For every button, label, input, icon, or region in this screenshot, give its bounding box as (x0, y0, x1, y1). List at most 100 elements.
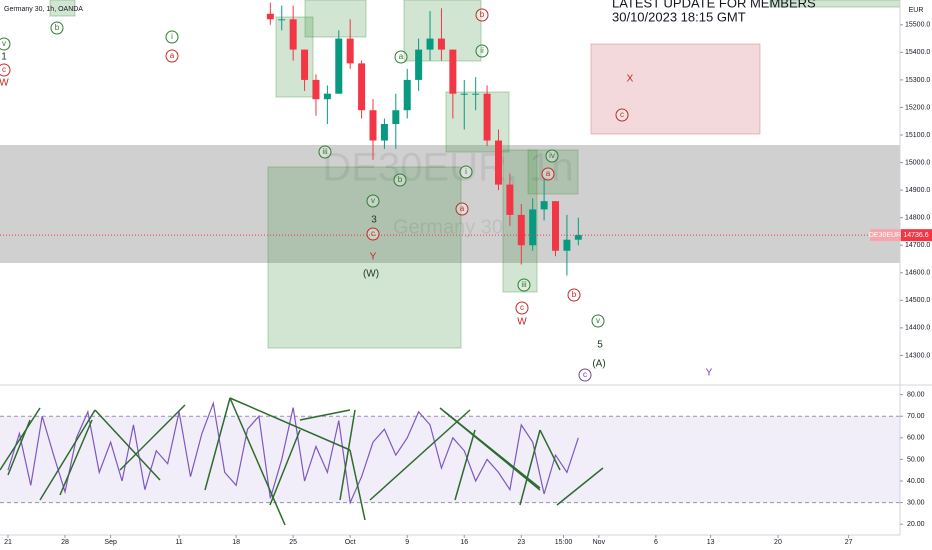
y-tick-label: 14500.0 (905, 297, 930, 304)
x-tick-label: Oct (345, 539, 356, 546)
candle-body (346, 38, 354, 64)
wave-box (304, 0, 367, 38)
symbol-tag-label: DE30EUR (869, 232, 901, 239)
price-tag-label: 14736.6 (903, 232, 928, 239)
wave-label-circle (567, 288, 581, 302)
wave-label-circle (50, 21, 64, 35)
y-tick-label: 15300.0 (905, 77, 930, 84)
trendline (369, 409, 471, 501)
y-tick-label: 14700.0 (905, 242, 930, 249)
wave-label: a (460, 204, 465, 213)
wave-label: X (627, 74, 634, 85)
x-tick-label: 6 (654, 539, 658, 546)
trendline (454, 429, 476, 501)
candle-body (460, 93, 468, 95)
wave-label: c (520, 303, 524, 312)
watermark-subtitle: Germany 30 (393, 216, 503, 238)
x-tick-label: 27 (845, 539, 853, 546)
candle-body (563, 239, 571, 251)
y-tick-label: 15500.0 (905, 22, 930, 29)
candle-body (483, 93, 491, 141)
x-tick-label: 9 (405, 539, 409, 546)
candle-body (369, 110, 377, 141)
trendline (39, 409, 96, 501)
wave-box (445, 91, 510, 153)
wave-label-circle (459, 165, 473, 179)
y-tick-label: 14800.0 (905, 215, 930, 222)
wave-label-circle (545, 149, 559, 163)
wave-label-circle (366, 194, 380, 208)
wave-label: 1 (1, 52, 7, 63)
x-tick-label: 11 (175, 539, 182, 546)
candle-body (289, 19, 297, 50)
wave-label: a (546, 169, 551, 178)
candle-body (437, 38, 445, 50)
trendline (0, 407, 41, 471)
trendline (444, 411, 541, 489)
y-tick-label: 60.00 (907, 435, 925, 442)
wave-label: iv (549, 151, 555, 160)
y-tick-label: 80.00 (907, 391, 925, 398)
wave-label-circle (541, 167, 555, 181)
wave-label: v (596, 316, 600, 325)
candle-body (392, 110, 400, 124)
currency: EUR (909, 7, 924, 14)
wave-box (267, 166, 462, 349)
wave-label: i (465, 167, 467, 176)
trendline (7, 419, 31, 476)
x-tick-label: 18 (232, 539, 240, 546)
wave-label: c (583, 370, 587, 379)
candle-body (358, 63, 366, 111)
wave-label: W (0, 78, 9, 89)
candle-body (335, 38, 343, 94)
y-tick-label: 14900.0 (905, 187, 930, 194)
time-axis (0, 535, 932, 550)
watermark: DE30EUR, 1h (322, 146, 573, 190)
x-tick-label: Sep (104, 539, 117, 546)
target-box (590, 43, 761, 135)
wave-label-circle (475, 44, 489, 58)
wave-label-circle (615, 108, 629, 122)
wave-label: 3 (371, 215, 377, 226)
trendline (94, 409, 161, 481)
timestamp: 30/10/2023 18:15 GMT (612, 9, 746, 24)
y-tick-label: 14400.0 (905, 325, 930, 332)
candle-body (426, 38, 434, 50)
x-tick-label: 23 (517, 539, 525, 546)
wave-label: b (398, 175, 403, 184)
wave-label-circle (165, 30, 179, 44)
x-tick-label: 25 (289, 539, 297, 546)
wave-label: b (55, 23, 60, 32)
x-tick-label: 13 (707, 539, 715, 546)
trendline (229, 397, 351, 451)
wave-box (49, 0, 76, 17)
wave-label: iii (322, 147, 328, 156)
wave-label: 5 (597, 340, 603, 351)
chart-title: Germany 30, 1h, OANDA (4, 6, 83, 13)
x-tick-label: 20 (774, 539, 782, 546)
price-axis (900, 0, 932, 550)
wave-label: v (371, 196, 375, 205)
trendline (229, 397, 286, 526)
candle-body (517, 214, 525, 246)
wave-label-circle (515, 301, 529, 315)
candle-body (380, 123, 388, 141)
candle-body (506, 184, 514, 215)
candle-body (494, 140, 502, 185)
wave-label-circle (0, 37, 11, 51)
candle-body (266, 13, 274, 20)
wave-label-circle (517, 278, 531, 292)
wave-label-circle (318, 145, 332, 159)
candle-body (472, 93, 480, 95)
candle-body (449, 49, 457, 94)
y-tick-label: 50.00 (907, 456, 925, 463)
candle-body (278, 19, 286, 21)
y-tick-label: 70.00 (907, 413, 925, 420)
x-tick-label: Nov (593, 539, 606, 546)
wave-label: a (170, 51, 175, 60)
wave-box (527, 149, 579, 195)
candle-body (540, 201, 548, 210)
wave-label: c (2, 65, 6, 74)
